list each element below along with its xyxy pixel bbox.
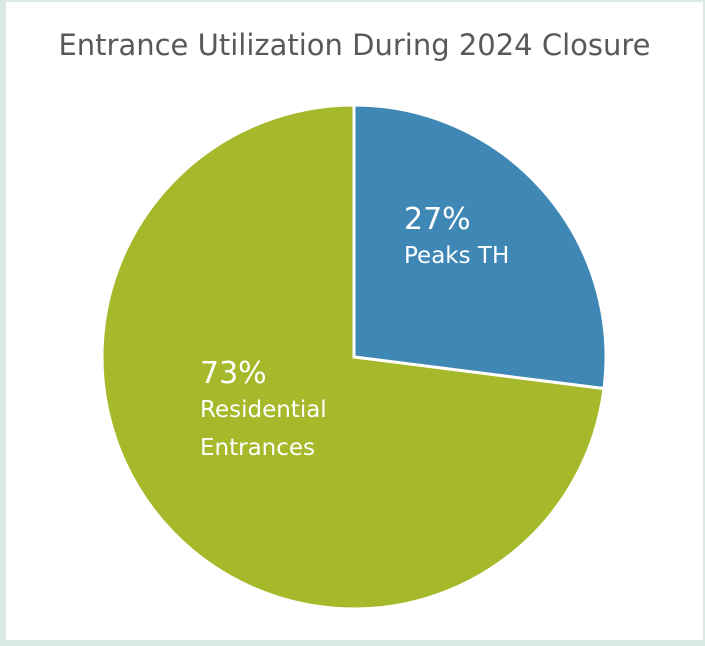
chart-title: Entrance Utilization During 2024 Closure xyxy=(58,28,651,62)
slice-label: 27% Peaks TH xyxy=(404,202,509,275)
slice-label: 73% Residential Entrances xyxy=(200,356,360,467)
category-label: Peaks TH xyxy=(404,243,510,269)
value-label: 73% xyxy=(200,356,267,391)
value-label: 27% xyxy=(404,202,471,237)
pie-area xyxy=(100,103,608,611)
pie-slice xyxy=(352,103,608,391)
pie-slice xyxy=(100,103,606,611)
category-label: Residential Entrances xyxy=(200,397,327,461)
